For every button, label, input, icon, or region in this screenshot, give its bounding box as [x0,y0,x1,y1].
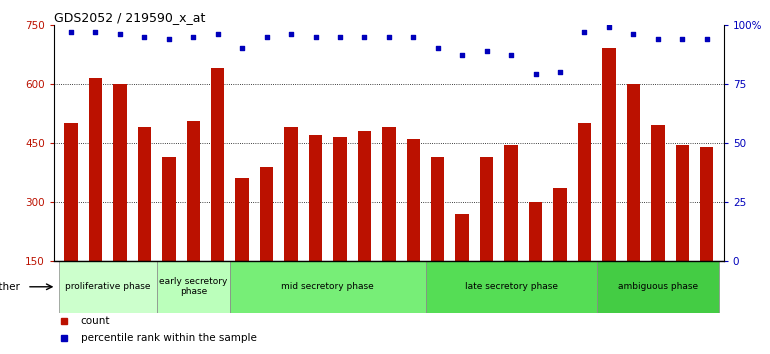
Bar [651,125,665,261]
Bar [211,68,224,261]
Point [505,53,517,58]
Point [162,36,175,42]
Point [260,34,273,39]
Bar [186,121,200,261]
Bar [480,157,494,261]
Bar [529,202,542,261]
Bar [156,261,230,313]
Point [114,32,126,37]
Bar [426,261,597,313]
Bar [578,123,591,261]
Bar [284,127,298,261]
Bar [382,127,396,261]
Point [236,46,248,51]
Point [701,36,713,42]
Point [333,34,346,39]
Text: percentile rank within the sample: percentile rank within the sample [81,333,256,343]
Point [212,32,224,37]
Text: ambiguous phase: ambiguous phase [618,282,698,291]
Point [676,36,688,42]
Bar [597,261,719,313]
Point [530,72,542,77]
Point [285,32,297,37]
Text: count: count [81,316,110,326]
Bar [309,135,322,261]
Point [480,48,493,53]
Bar [260,166,273,261]
Bar [554,188,567,261]
Bar [162,157,176,261]
Bar [358,131,371,261]
Text: early secretory
phase: early secretory phase [159,277,227,297]
Bar [431,157,444,261]
Point [603,24,615,30]
Bar [230,261,426,313]
Bar [407,139,420,261]
Text: mid secretory phase: mid secretory phase [281,282,374,291]
Bar [602,48,615,261]
Text: GDS2052 / 219590_x_at: GDS2052 / 219590_x_at [54,11,206,24]
Point [65,29,77,35]
Point [358,34,370,39]
Bar [333,137,347,261]
Text: other: other [0,282,21,292]
Point [407,34,420,39]
Point [554,69,566,75]
Point [310,34,322,39]
Point [456,53,468,58]
Bar [700,147,714,261]
Point [89,29,102,35]
Text: proliferative phase: proliferative phase [65,282,150,291]
Point [138,34,150,39]
Point [578,29,591,35]
Bar [675,145,689,261]
Point [628,32,640,37]
Point [383,34,395,39]
Bar [504,145,517,261]
Bar [627,84,640,261]
Bar [113,84,126,261]
Bar [89,78,102,261]
Bar [456,214,469,261]
Point [187,34,199,39]
Text: late secretory phase: late secretory phase [464,282,557,291]
Point [432,46,444,51]
Bar [138,127,151,261]
Bar [236,178,249,261]
Bar [64,123,78,261]
Bar [59,261,156,313]
Point [651,36,664,42]
